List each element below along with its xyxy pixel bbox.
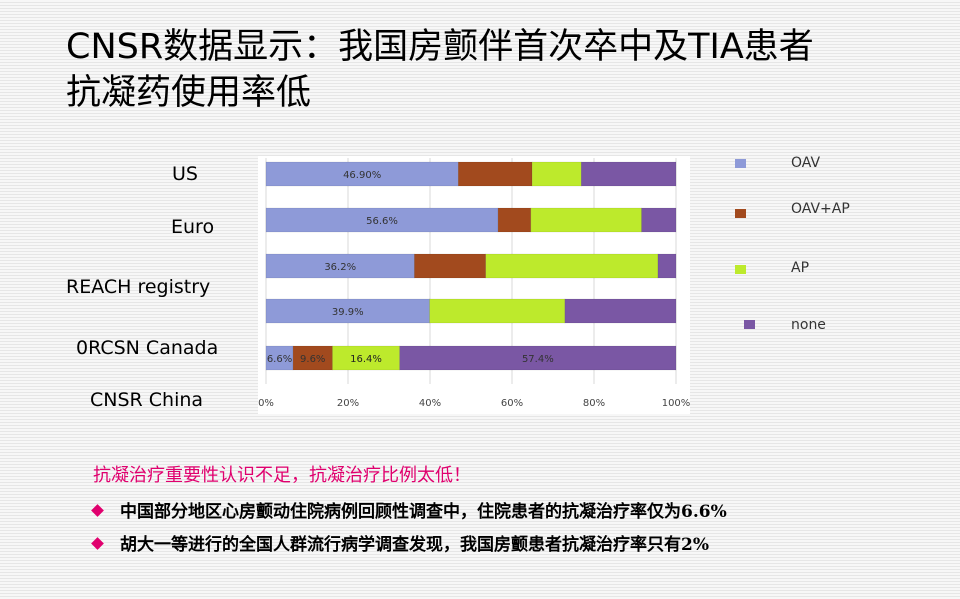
legend-swatch-oav-ap — [735, 209, 746, 218]
bar-data-label: 16.4% — [350, 354, 382, 365]
bar-segment — [265, 345, 294, 371]
category-label-euro: Euro — [171, 216, 215, 238]
legend-label-oav: OAV — [791, 155, 821, 171]
x-tick-label: 40% — [419, 398, 441, 409]
category-label-china: CNSR China — [90, 389, 204, 411]
bullet-item-2: 胡大一等进行的全国人群流行病学调查发现，我国房颤患者抗凝治疗率只有2% — [91, 530, 709, 555]
chart-x-ticks: 0% 20% 40% 60% 80% 100% — [258, 398, 690, 409]
bar-segment — [657, 253, 677, 279]
bar-segment — [429, 298, 566, 324]
bar-segment — [497, 207, 532, 233]
bar-segment — [458, 161, 533, 187]
category-label-canada: 0RCSN Canada — [76, 337, 219, 359]
x-tick-label: 80% — [583, 398, 605, 409]
x-tick-label: 60% — [501, 398, 523, 409]
bar-segment — [265, 161, 459, 187]
bullet-item-1: 中国部分地区心房颤动住院病例回顾性调查中，住院患者的抗凝治疗率仅为6.6% — [91, 497, 727, 522]
bar-segment — [531, 161, 582, 187]
bar-segment — [265, 207, 499, 233]
legend-label-oav-ap: OAV+AP — [791, 201, 850, 217]
bar-data-label: 6.6% — [267, 354, 292, 365]
bullet-text-1: 中国部分地区心房颤动住院病例回顾性调查中，住院患者的抗凝治疗率仅为6.6% — [120, 502, 727, 522]
bar-segment — [485, 253, 659, 279]
x-tick-label: 20% — [337, 398, 359, 409]
bar-segment — [332, 345, 400, 371]
subheading: 抗凝治疗重要性认识不足，抗凝治疗比例太低！ — [93, 465, 471, 486]
bar-data-label: 36.2% — [324, 262, 356, 273]
legend-label-none: none — [791, 317, 826, 333]
chart-data-labels: 46.90% 56.6% 36.2% 39.9% 6.6% 9.6% 16.4% 57.4% — [267, 170, 554, 365]
bar-data-label: 56.6% — [366, 216, 398, 227]
legend-swatch-oav — [735, 159, 746, 168]
bar-segment — [414, 253, 487, 279]
bar-segment — [641, 207, 677, 233]
x-tick-label: 100% — [662, 398, 691, 409]
chart-plot-area — [258, 156, 690, 414]
bar-data-label: 39.9% — [332, 307, 364, 318]
bar-data-label: 9.6% — [300, 354, 325, 365]
bar-data-label: 46.90% — [343, 170, 381, 181]
bar-segment — [399, 345, 677, 371]
bullet-text-2: 胡大一等进行的全国人群流行病学调查发现，我国房颤患者抗凝治疗率只有2% — [120, 535, 709, 555]
slide-title: CNSR数据显示：我国房颤伴首次卒中及TIA患者 抗凝药使用率低 — [66, 24, 926, 116]
category-label-us: US — [172, 163, 198, 185]
bar-segment — [530, 207, 642, 233]
slide-title-line-2: 抗凝药使用率低 — [66, 73, 312, 113]
legend-swatch-ap — [735, 265, 746, 274]
legend-label-ap: AP — [791, 260, 810, 276]
bar-segment — [292, 345, 333, 371]
bar-segment — [265, 253, 415, 279]
x-tick-label: 0% — [258, 398, 274, 409]
slide-title-line-1: CNSR数据显示：我国房颤伴首次卒中及TIA患者 — [66, 27, 814, 67]
category-label-reach: REACH registry — [66, 276, 211, 298]
chart-bars — [265, 161, 677, 371]
legend-swatch-none — [744, 320, 755, 329]
bar-segment — [581, 161, 677, 187]
bar-data-label: 57.4% — [522, 354, 554, 365]
bullet-diamond-icon — [91, 537, 104, 550]
bar-segment — [265, 298, 430, 324]
bar-segment — [564, 298, 677, 324]
bullet-diamond-icon — [91, 504, 104, 517]
